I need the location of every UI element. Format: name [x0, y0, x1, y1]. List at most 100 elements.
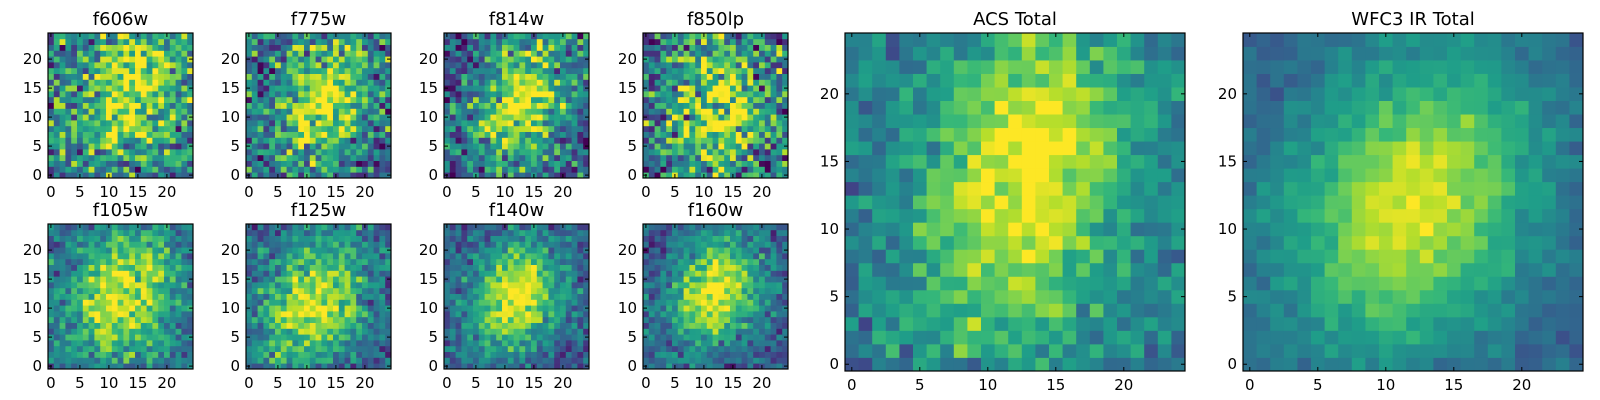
heatmap-cell — [379, 258, 386, 265]
heatmap-cell — [181, 357, 188, 364]
heatmap-cell — [169, 67, 176, 74]
heatmap-cell — [246, 345, 253, 352]
heatmap-cell — [298, 357, 305, 364]
heatmap-cell — [82, 293, 89, 300]
heatmap-cell — [735, 56, 742, 63]
heatmap-cell — [484, 114, 491, 121]
heatmap-cell — [449, 334, 456, 341]
heatmap-cell — [554, 56, 561, 63]
heatmap-cell — [577, 79, 584, 86]
heatmap-cell — [536, 143, 543, 150]
heatmap-cell — [333, 340, 340, 347]
heatmap-cell — [583, 357, 590, 364]
heatmap-cell — [525, 241, 532, 248]
heatmap-cell — [683, 340, 690, 347]
heatmap-cell — [164, 137, 171, 144]
heatmap-cell — [129, 328, 136, 335]
heatmap-cell — [135, 38, 142, 45]
heatmap-cell — [782, 33, 789, 40]
heatmap-cell — [48, 270, 55, 277]
heatmap-cell — [542, 62, 549, 69]
heatmap-cell — [747, 44, 754, 51]
heatmap-cell — [88, 102, 95, 109]
heatmap-cell — [286, 264, 293, 271]
heatmap-cell — [548, 299, 555, 306]
heatmap-cell — [169, 276, 176, 283]
heatmap-cell — [65, 172, 72, 179]
heatmap-cell — [321, 67, 328, 74]
heatmap-cell — [461, 56, 468, 63]
heatmap-cell — [490, 235, 497, 242]
heatmap-cell — [152, 282, 159, 289]
y-tick-label: 5 — [428, 137, 438, 155]
heatmap-cell — [571, 316, 578, 323]
heatmap-cell — [478, 363, 485, 370]
heatmap-cell — [65, 120, 72, 127]
heatmap-cell — [129, 62, 136, 69]
x-tick-label: 5 — [75, 374, 85, 392]
heatmap-cell — [309, 299, 316, 306]
heatmap-cell — [362, 229, 369, 236]
heatmap-cell — [473, 235, 480, 242]
heatmap-cell — [706, 79, 713, 86]
heatmap-cell — [776, 38, 783, 45]
heatmap-cell — [135, 166, 142, 173]
heatmap-cell — [327, 62, 334, 69]
heatmap-cell — [246, 91, 253, 98]
heatmap-cell — [571, 120, 578, 127]
heatmap-cell — [770, 50, 777, 57]
heatmap-cell — [782, 154, 789, 161]
heatmap-cell — [764, 328, 771, 335]
heatmap-cell — [531, 149, 538, 156]
heatmap-cell — [298, 241, 305, 248]
heatmap-cell — [59, 316, 66, 323]
heatmap-cell — [181, 322, 188, 329]
heatmap-cell — [677, 96, 684, 103]
heatmap-cell — [251, 73, 258, 80]
heatmap-cell — [776, 299, 783, 306]
heatmap-cell — [152, 160, 159, 167]
heatmap-cell — [531, 247, 538, 254]
heatmap-cell — [706, 305, 713, 312]
heatmap-cell — [338, 120, 345, 127]
heatmap-cell — [251, 85, 258, 92]
heatmap-cell — [280, 56, 287, 63]
heatmap-cell — [111, 96, 118, 103]
heatmap-cell — [764, 125, 771, 132]
heatmap-cell — [280, 33, 287, 40]
heatmap-cell — [660, 73, 667, 80]
heatmap-cell — [71, 96, 78, 103]
heatmap-cell — [525, 120, 532, 127]
heatmap-cell — [175, 287, 182, 294]
heatmap-cell — [683, 131, 690, 138]
heatmap-cell — [117, 316, 124, 323]
heatmap-cell — [531, 322, 538, 329]
heatmap-cell — [473, 108, 480, 115]
heatmap-cell — [706, 328, 713, 335]
heatmap-cell — [135, 322, 142, 329]
heatmap-cell — [654, 102, 661, 109]
heatmap-cell — [554, 143, 561, 150]
heatmap-cell — [507, 229, 514, 236]
heatmap-cell — [187, 258, 194, 265]
heatmap-cell — [467, 328, 474, 335]
heatmap-cell — [712, 154, 719, 161]
y-tick-label: 20 — [23, 50, 42, 68]
heatmap-cell — [467, 351, 474, 358]
heatmap-cell — [367, 276, 374, 283]
heatmap-cell — [689, 334, 696, 341]
heatmap-cell — [531, 328, 538, 335]
heatmap-cell — [309, 305, 316, 312]
heatmap-cell — [344, 137, 351, 144]
heatmap-cell — [304, 247, 311, 254]
heatmap-cell — [263, 131, 270, 138]
heatmap-cell — [502, 328, 509, 335]
heatmap-cell — [344, 91, 351, 98]
heatmap-cell — [461, 62, 468, 69]
heatmap-cell — [367, 102, 374, 109]
x-tick-label: 15 — [128, 374, 147, 392]
heatmap-cell — [747, 166, 754, 173]
heatmap-cell — [747, 114, 754, 121]
heatmap-cell — [677, 114, 684, 121]
heatmap-cell — [478, 264, 485, 271]
